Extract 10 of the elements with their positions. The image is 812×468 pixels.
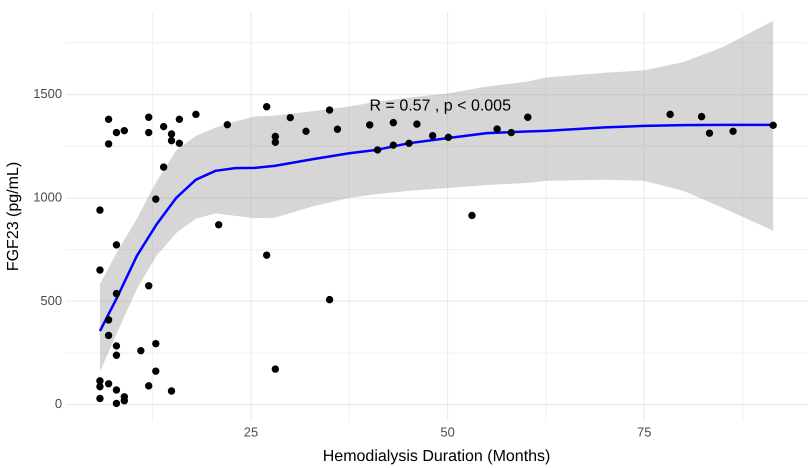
x-axis-title: Hemodialysis Duration (Months) [322,448,550,465]
y-tick-label: 500 [40,292,62,308]
x-tick-label: 75 [636,424,652,440]
y-axis-title: FGF23 (pg/mL) [5,162,22,272]
annotation: R = 0.57 , p < 0.005 [370,97,512,114]
y-tick-label: 1000 [33,189,62,204]
y-tick-label: 0 [54,396,62,412]
x-tick-label: 50 [440,424,455,440]
y-tick-label: 1500 [33,86,62,102]
x-tick-label: 25 [244,424,258,440]
